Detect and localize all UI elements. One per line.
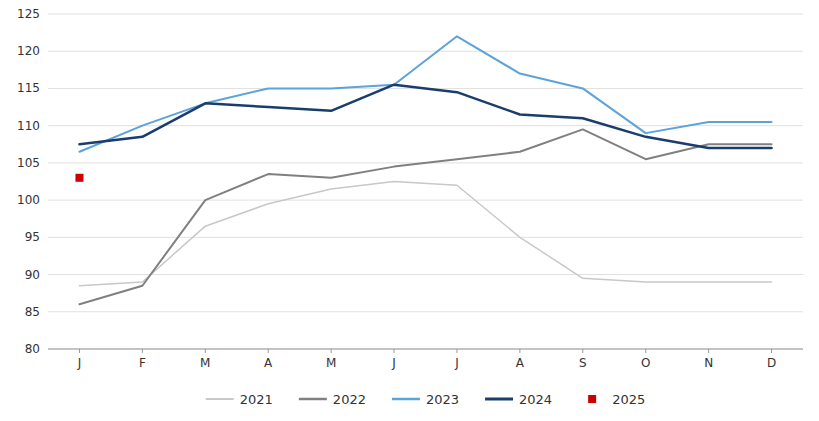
series [79, 182, 771, 286]
grid-line [48, 200, 803, 201]
legend-label: 2023 [426, 392, 459, 407]
y-tick-label: 115 [17, 81, 40, 95]
plot-area [75, 36, 771, 304]
y-tick-label: 110 [17, 119, 40, 133]
x-tick-label: D [767, 356, 776, 370]
y-tick-label: 100 [17, 193, 40, 207]
legend-item: 2022 [299, 392, 366, 407]
legend-item: 2024 [485, 392, 552, 407]
y-tick-label: 105 [17, 156, 40, 170]
series [75, 174, 83, 182]
y-tick-label: 80 [25, 342, 40, 356]
x-tick-label: N [704, 356, 713, 370]
legend-item: 2025 [588, 392, 645, 407]
x-tick [456, 349, 457, 353]
x-tick [268, 349, 269, 353]
line [79, 85, 771, 148]
x-tick [582, 349, 583, 353]
y-tick-label: 120 [17, 44, 40, 58]
legend: 2021 2022 2023 2024 2025 [206, 392, 645, 407]
line [79, 182, 771, 286]
legend-swatch [206, 398, 234, 400]
line [79, 129, 771, 304]
x-tick [79, 349, 80, 353]
y-tick-label: 90 [25, 268, 40, 282]
grid-line [48, 51, 803, 52]
x-tick-label: A [516, 356, 525, 370]
grid-line [48, 274, 803, 275]
legend-item: 2021 [206, 392, 273, 407]
x-tick-label: M [326, 356, 336, 370]
x-tick [519, 349, 520, 353]
legend-swatch [392, 398, 420, 401]
grid-line [48, 14, 803, 15]
line [79, 36, 771, 151]
x-tick [331, 349, 332, 353]
series [79, 85, 771, 148]
grid-line [48, 349, 803, 350]
x-tick-label: J [391, 356, 396, 370]
x-tick [771, 349, 772, 353]
legend-label: 2024 [519, 392, 552, 407]
x-tick [645, 349, 646, 353]
marker [75, 174, 83, 182]
grid-line [48, 311, 803, 312]
x-axis-line [48, 349, 803, 350]
legend-swatch [588, 395, 596, 403]
y-tick-label: 125 [17, 7, 40, 21]
legend-swatch [485, 398, 513, 401]
chart: 80 85 90 95 100 105 110 115 120 125 J F M A M J J A S O N D 20… [0, 0, 819, 421]
y-tick-label: 85 [25, 305, 40, 319]
series [79, 36, 771, 151]
x-tick [142, 349, 143, 353]
legend-item: 2023 [392, 392, 459, 407]
series [79, 129, 771, 304]
x-tick [394, 349, 395, 353]
x-tick-label: M [200, 356, 210, 370]
grid-line [48, 237, 803, 238]
x-tick-label: J [454, 356, 459, 370]
legend-label: 2025 [612, 392, 645, 407]
x-tick-label: S [579, 356, 587, 370]
x-tick-label: F [139, 356, 146, 370]
y-tick-label: 95 [25, 230, 40, 244]
x-tick-label: A [264, 356, 273, 370]
x-tick-label: O [641, 356, 650, 370]
legend-swatch [299, 398, 327, 401]
x-tick [708, 349, 709, 353]
axes: 80 85 90 95 100 105 110 115 120 125 J F M A M J J A S O N D [17, 7, 803, 370]
x-tick [205, 349, 206, 353]
legend-label: 2022 [333, 392, 366, 407]
legend-label: 2021 [240, 392, 273, 407]
x-tick-label: J [77, 356, 82, 370]
